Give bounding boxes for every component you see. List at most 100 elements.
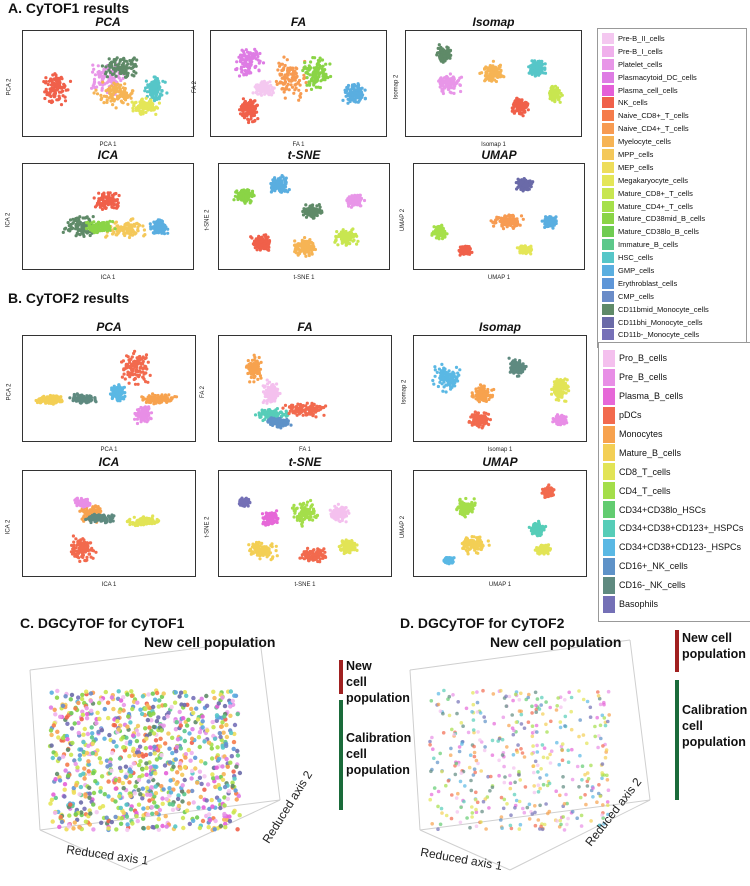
legend-item: Mature_CD38mid_B_cells xyxy=(602,212,742,225)
scatter-point xyxy=(512,111,516,115)
scatter-point xyxy=(555,87,559,92)
scatter-point xyxy=(114,106,118,110)
scatter-point xyxy=(105,98,109,102)
scatter-point xyxy=(111,91,116,96)
scatter-point xyxy=(111,103,115,107)
scatter-point xyxy=(262,87,266,92)
scatter-point xyxy=(49,398,54,402)
scatter-point xyxy=(90,224,94,228)
scatter-point xyxy=(69,225,74,230)
panel-title: FA xyxy=(297,320,313,334)
scatter-point xyxy=(256,244,260,248)
scatter-point xyxy=(145,367,149,371)
scatter-point xyxy=(157,225,161,229)
cytof1-legend: Pre-B_II_cells Pre-B_I_cells Platelet_cell… xyxy=(597,28,747,348)
scatter-point xyxy=(558,95,562,99)
scatter-point xyxy=(245,191,249,195)
scatter-point xyxy=(112,202,116,206)
scatter-point xyxy=(93,227,97,231)
scatter-point xyxy=(286,69,290,73)
scatter-point xyxy=(439,45,443,49)
scatter-point xyxy=(146,380,150,384)
scatter-point xyxy=(121,86,125,90)
scatter-point xyxy=(283,96,287,100)
scatter-point xyxy=(247,104,252,108)
scatter-point xyxy=(289,83,293,87)
scatter-point xyxy=(295,74,299,79)
scatter-point xyxy=(521,105,525,109)
scatter-point xyxy=(501,74,505,78)
scatter-point xyxy=(145,90,149,94)
scatter-point xyxy=(48,78,52,83)
legend-label: CD11bhi_Monocyte_cells xyxy=(618,317,703,327)
scatter-point xyxy=(117,230,121,234)
scatter-point xyxy=(281,82,286,86)
scatter-point xyxy=(110,193,115,197)
scatter-point xyxy=(95,92,100,96)
scatter-point xyxy=(540,62,544,66)
scatter-point xyxy=(352,84,356,89)
scatter-point xyxy=(242,64,246,69)
cytof2-panel-fa: FA FA 1 FA 2 xyxy=(200,320,392,453)
scatter-point xyxy=(287,88,291,92)
scatter-cluster xyxy=(301,203,324,220)
scatter-point xyxy=(45,395,49,399)
scatter-point xyxy=(280,174,284,178)
scatter-cluster xyxy=(345,193,367,209)
scatter-point xyxy=(242,73,246,77)
scatter-point xyxy=(103,203,107,207)
scatter-point xyxy=(266,244,270,248)
scatter-point xyxy=(445,232,449,236)
scatter-point xyxy=(149,87,153,91)
legend-label: CD11b-_Monocyte_cells xyxy=(618,330,700,340)
scatter-point xyxy=(243,108,247,112)
cytof1-panel-t-sne: t-SNE t-SNE 1 t-SNE 2 xyxy=(205,148,390,281)
scatter-point xyxy=(63,84,67,88)
scatter-point xyxy=(244,48,248,52)
scatter-point xyxy=(144,79,148,83)
scatter-point xyxy=(287,188,291,192)
scatter-point xyxy=(36,399,40,403)
x-axis-label: PCA 1 xyxy=(100,447,118,453)
scatter-point xyxy=(519,214,524,218)
scatter-point xyxy=(533,68,537,72)
scatter-point xyxy=(301,240,305,244)
scatter-point xyxy=(354,94,358,99)
scatter-point xyxy=(492,224,496,228)
cytof1-panel-umap: UMAP UMAP 1 UMAP 2 xyxy=(400,148,585,281)
scatter-point xyxy=(303,236,307,240)
scatter-cluster xyxy=(515,244,534,256)
scatter-point xyxy=(145,420,149,424)
scatter-point xyxy=(164,399,168,403)
scatter-point xyxy=(111,220,115,224)
scatter-point xyxy=(360,86,364,90)
scatter-point xyxy=(68,218,73,222)
scatter-point xyxy=(122,372,126,376)
scatter-point xyxy=(484,77,488,81)
scatter-point xyxy=(314,78,318,82)
scatter-point xyxy=(521,249,525,253)
scatter-point xyxy=(136,382,140,386)
scatter-point xyxy=(160,395,164,399)
scatter-point xyxy=(137,373,141,377)
scatter-point xyxy=(296,242,300,246)
scatter-point xyxy=(109,99,113,103)
scatter-point xyxy=(143,357,147,361)
scatter-point xyxy=(274,396,278,400)
scatter-cluster xyxy=(457,244,474,257)
scatter-point xyxy=(104,70,108,74)
scatter-cluster xyxy=(261,378,282,405)
scatter-point xyxy=(531,180,535,184)
scatter-point xyxy=(305,241,309,245)
panel-title: Isomap xyxy=(472,15,515,29)
scatter-point xyxy=(312,210,316,215)
scatter-point xyxy=(283,178,288,182)
scatter-point xyxy=(442,235,446,239)
scatter-point xyxy=(260,239,264,243)
scatter-point xyxy=(113,199,117,203)
scatter-point xyxy=(111,72,115,76)
scatter-point xyxy=(543,220,547,224)
scatter-point xyxy=(101,222,105,226)
scatter-point xyxy=(131,368,135,373)
scatter-point xyxy=(356,82,360,86)
